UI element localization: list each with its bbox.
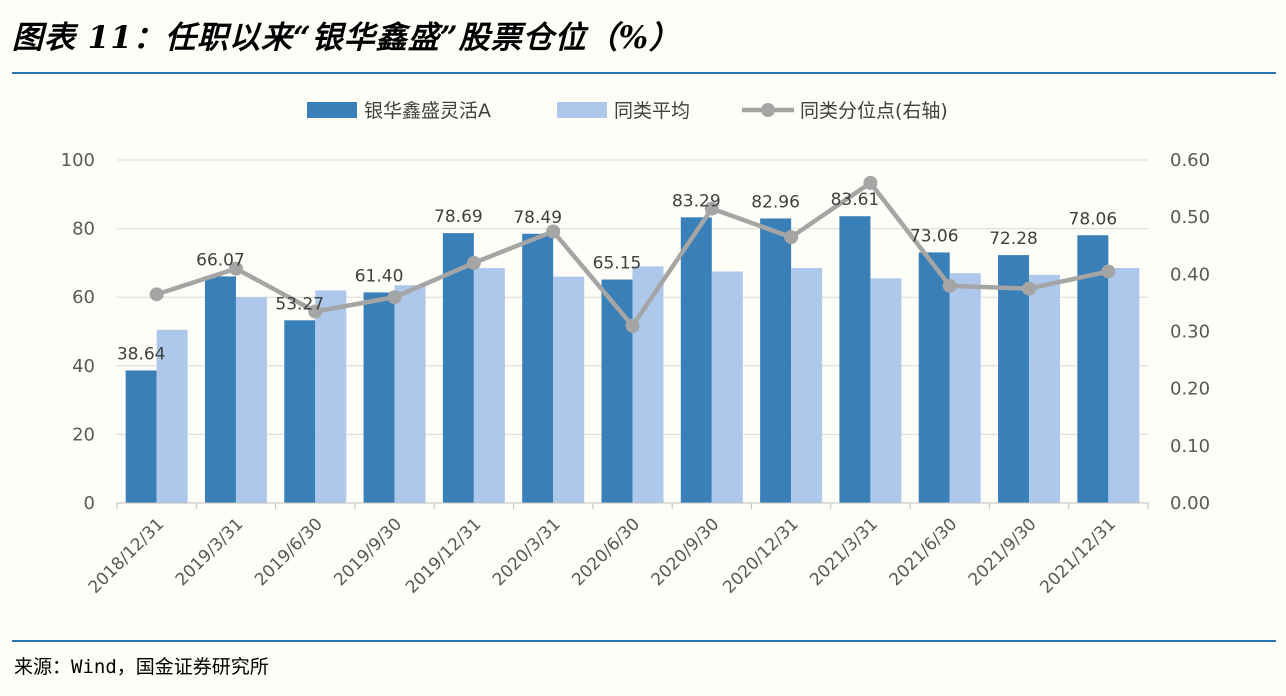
y-right-tick: 0.40	[1170, 264, 1210, 285]
bar-fund	[363, 292, 395, 503]
bar-data-label: 61.40	[355, 266, 404, 286]
bar-fund	[442, 233, 474, 503]
bar-data-label: 65.15	[593, 254, 642, 274]
bar-fund	[204, 276, 236, 503]
bar-peer-average	[711, 271, 743, 503]
bar-peer-average	[235, 297, 267, 503]
bar-peer-average	[394, 285, 426, 503]
x-tick-label: 2019/3/31	[172, 514, 248, 590]
legend-swatch-fund	[307, 102, 357, 118]
legend-label-percentile: 同类分位点(右轴)	[800, 100, 948, 122]
y-left-tick: 100	[61, 150, 95, 171]
y-left-tick: 40	[72, 356, 95, 377]
y-left-tick: 20	[72, 424, 95, 445]
bar-peer-average	[791, 268, 823, 503]
x-tick-label: 2021/3/31	[806, 514, 882, 590]
x-tick-label: 2020/9/30	[648, 514, 724, 590]
bar-peer-average	[156, 329, 188, 503]
bar-fund	[284, 320, 316, 503]
percentile-point	[228, 261, 243, 276]
figure-title: 图表 11：任职以来“银华鑫盛”股票仓位（%）	[12, 20, 682, 56]
bar-fund	[125, 370, 157, 503]
x-tick-label: 2020/6/30	[568, 514, 644, 590]
x-tick-label: 2019/6/30	[251, 514, 327, 590]
title-divider	[12, 72, 1276, 74]
bar-data-label: 38.64	[117, 344, 166, 364]
labels-layer: 38.64 66.07 53.27 61.40 78.69 78.49 65.15 83.29…	[117, 190, 1117, 364]
bar-data-label: 72.28	[989, 229, 1038, 249]
x-tick-label: 2019/9/30	[330, 514, 406, 590]
y-right-tick: 0.20	[1170, 379, 1210, 400]
y-right-tick: 0.00	[1170, 493, 1210, 514]
bar-fund	[522, 233, 554, 503]
bar-fund	[918, 252, 950, 503]
percentile-point	[387, 290, 402, 305]
bar-fund	[680, 217, 712, 503]
bar-data-label: 66.07	[196, 250, 245, 270]
legend-marker-percentile	[761, 103, 775, 117]
bar-peer-average	[473, 268, 505, 503]
x-tick-label: 2021/9/30	[965, 514, 1041, 590]
bar-data-label: 78.49	[513, 208, 562, 228]
bar-peer-average	[315, 290, 347, 503]
bar-data-label: 82.96	[751, 192, 800, 212]
legend-swatch-peer-average	[557, 102, 607, 118]
y-right-tick: 0.10	[1170, 436, 1210, 457]
bar-fund	[998, 255, 1030, 503]
percentile-point	[149, 287, 164, 302]
bar-data-label: 83.61	[831, 190, 880, 210]
bar-fund	[1077, 235, 1109, 503]
x-tick-label: 2020/3/31	[489, 514, 565, 590]
percentile-point	[1022, 281, 1037, 296]
percentile-point	[942, 278, 957, 293]
x-tick-label: 2020/12/31	[719, 514, 802, 597]
y-left-tick: 80	[72, 219, 95, 240]
legend-label-peer-average: 同类平均	[614, 100, 690, 122]
y-right-tick: 0.50	[1170, 207, 1210, 228]
percentile-point	[784, 230, 799, 245]
bar-peer-average	[1108, 268, 1140, 503]
bar-peer-average	[553, 276, 585, 503]
legend: 银华鑫盛灵活A 同类平均 同类分位点(右轴)	[307, 100, 948, 122]
bar-data-label: 83.29	[672, 191, 721, 211]
percentile-point	[1101, 264, 1116, 279]
bar-fund	[760, 218, 792, 503]
bar-fund	[601, 279, 633, 503]
percentile-point	[308, 304, 323, 319]
bar-fund	[839, 216, 871, 503]
bar-data-label: 73.06	[910, 226, 959, 246]
source-note: 来源：Wind，国金证券研究所	[14, 656, 269, 678]
percentile-point	[704, 201, 719, 216]
x-tick-label: 2019/12/31	[402, 514, 485, 597]
legend-label-fund: 银华鑫盛灵活A	[364, 100, 491, 122]
x-tick-label: 2018/12/31	[85, 514, 168, 597]
bar-peer-average	[1029, 274, 1061, 503]
bar-data-label: 53.27	[275, 294, 324, 314]
source-divider	[12, 640, 1276, 642]
y-left-tick: 60	[72, 287, 95, 308]
bar-peer-average	[870, 278, 902, 503]
percentile-point	[466, 255, 481, 270]
bars-layer	[125, 216, 1140, 503]
y-right-tick: 0.60	[1170, 150, 1210, 171]
y-left-tick: 0	[84, 493, 95, 514]
line-layer	[149, 175, 1116, 333]
bar-peer-average	[949, 273, 981, 503]
percentile-point	[863, 175, 878, 190]
chart: 38.64 66.07 53.27 61.40 78.69 78.49 65.15 83.29…	[61, 100, 1210, 598]
percentile-point	[625, 318, 640, 333]
x-tick-label: 2021/6/30	[885, 514, 961, 590]
x-tick-label: 2021/12/31	[1036, 514, 1119, 597]
percentile-point	[546, 224, 561, 239]
bar-data-label: 78.69	[434, 207, 483, 227]
bar-data-label: 78.06	[1069, 209, 1118, 229]
y-right-tick: 0.30	[1170, 322, 1210, 343]
